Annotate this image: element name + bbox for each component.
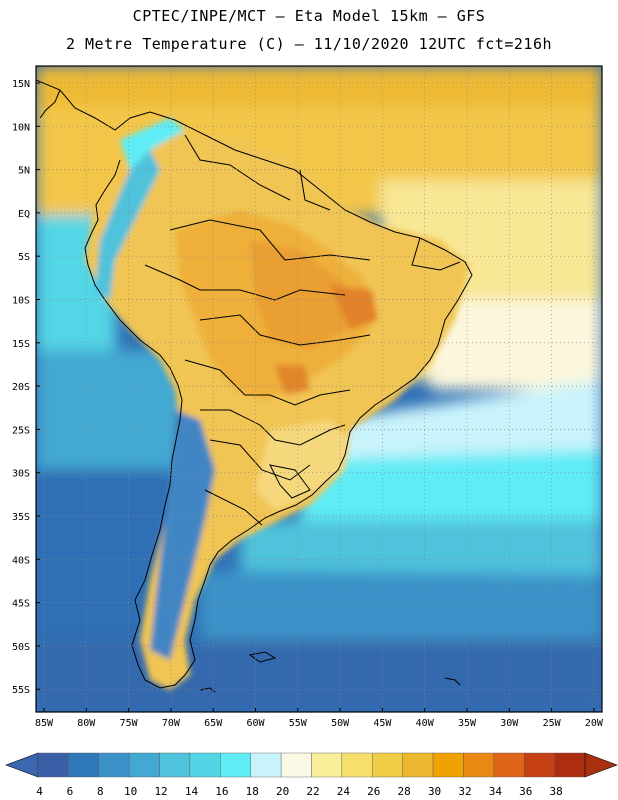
lat-label: 30S bbox=[12, 469, 30, 480]
lon-label: 40W bbox=[416, 718, 435, 729]
lat-label: 55S bbox=[12, 685, 30, 696]
lon-label: 80W bbox=[77, 718, 96, 729]
colorbar-swatch bbox=[554, 752, 586, 778]
lat-label: 35S bbox=[12, 512, 30, 523]
colorbar-label: 34 bbox=[489, 785, 503, 798]
lat-label: 20S bbox=[12, 382, 30, 393]
colorbar-swatch bbox=[68, 752, 99, 778]
colorbar-label: 26 bbox=[367, 785, 380, 798]
lon-label: 50W bbox=[331, 718, 350, 729]
colorbar-label: 16 bbox=[215, 785, 228, 798]
colorbar-swatch bbox=[432, 752, 464, 778]
temperature-field bbox=[36, 66, 602, 712]
coastlines bbox=[36, 79, 473, 693]
lat-label: 15S bbox=[12, 339, 30, 350]
map-title-line-2: 2 Metre Temperature (C) – 11/10/2020 12U… bbox=[65, 35, 553, 53]
lon-label: 85W bbox=[35, 718, 54, 729]
colorbar-swatch bbox=[493, 752, 525, 778]
colorbar-below-arrow bbox=[5, 752, 39, 778]
colorbar-above-arrow bbox=[584, 752, 618, 778]
colorbar-swatch bbox=[524, 752, 555, 778]
lon-label: 55W bbox=[289, 718, 308, 729]
colorbar-label: 4 bbox=[36, 785, 43, 798]
map-frame bbox=[35, 65, 603, 713]
colorbar-swatch bbox=[311, 752, 343, 778]
lat-label: 45S bbox=[12, 599, 30, 610]
colorbar-label: 6 bbox=[67, 785, 74, 798]
colorbar-label: 24 bbox=[337, 785, 351, 798]
lon-label: 70W bbox=[162, 718, 181, 729]
colorbar-swatch bbox=[98, 752, 130, 778]
colorbar-label: 30 bbox=[428, 785, 441, 798]
lat-label: 5N bbox=[18, 166, 30, 177]
colorbar-label: 18 bbox=[246, 785, 259, 798]
lat-label: 40S bbox=[12, 555, 30, 566]
lon-label: 45W bbox=[373, 718, 392, 729]
map-title-line-1: CPTEC/INPE/MCT – Eta Model 15km – GFS bbox=[132, 7, 486, 25]
colorbar-swatch bbox=[463, 752, 495, 778]
lon-label: 25W bbox=[543, 718, 562, 729]
colorbar-label: 38 bbox=[550, 785, 563, 798]
lon-label: 20W bbox=[585, 718, 604, 729]
colorbar-swatch bbox=[189, 752, 221, 778]
colorbar-label: 32 bbox=[458, 785, 471, 798]
lat-label: 15N bbox=[12, 79, 30, 90]
lon-label: 65W bbox=[204, 718, 223, 729]
lon-label: 30W bbox=[500, 718, 519, 729]
colorbar-label: 28 bbox=[398, 785, 411, 798]
colorbar-label: 10 bbox=[124, 785, 137, 798]
colorbar: 4 6 8 10 12 14 16 18 20 22 24 26 28 30 32 34 36 38 bbox=[5, 752, 618, 798]
colorbar-swatch bbox=[128, 752, 160, 778]
longitude-labels: 85W 80W 75W 70W 65W 60W 55W 50W 45W 40W 35W 30W 25W 2… bbox=[35, 708, 604, 729]
colorbar-swatch bbox=[372, 752, 403, 778]
lat-label: 25S bbox=[12, 425, 30, 436]
colorbar-label: 12 bbox=[154, 785, 167, 798]
colorbar-swatch bbox=[280, 752, 312, 778]
colorbar-swatch bbox=[250, 752, 282, 778]
lat-label: 5S bbox=[18, 252, 30, 263]
lat-label: 10S bbox=[12, 296, 30, 307]
lat-label: EQ bbox=[18, 209, 30, 220]
colorbar-swatch bbox=[220, 752, 251, 778]
colorbar-label: 14 bbox=[185, 785, 199, 798]
lon-label: 60W bbox=[246, 718, 265, 729]
colorbar-label: 20 bbox=[276, 785, 289, 798]
colorbar-label: 36 bbox=[519, 785, 532, 798]
colorbar-swatch bbox=[341, 752, 373, 778]
lon-label: 35W bbox=[458, 718, 477, 729]
lat-label: 50S bbox=[12, 642, 30, 653]
colorbar-swatch bbox=[402, 752, 434, 778]
colorbar-swatch bbox=[37, 752, 69, 778]
colorbar-label: 8 bbox=[97, 785, 104, 798]
colorbar-swatch bbox=[159, 752, 191, 778]
colorbar-label: 22 bbox=[306, 785, 319, 798]
lon-label: 75W bbox=[120, 718, 139, 729]
latitude-labels: 15N 10N 5N EQ 5S 10S 15S 20S 25S 30S 35S 40S 45S 50S 5… bbox=[12, 79, 40, 696]
lat-label: 10N bbox=[12, 122, 30, 133]
